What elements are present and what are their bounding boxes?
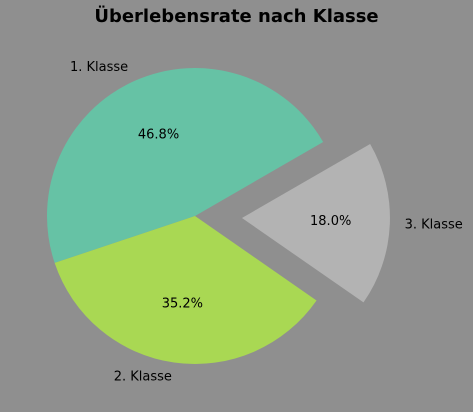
pie-slice-1 (46, 67, 324, 263)
pie-category-label-3: 3. Klasse (405, 217, 463, 232)
pie-category-label-2: 2. Klasse (114, 370, 172, 385)
pie-slice-3 (241, 143, 390, 303)
pie-percent-label-3: 18.0% (310, 214, 351, 229)
pie-percent-label-2: 35.2% (162, 296, 203, 311)
pie-percent-label-1: 46.8% (138, 128, 179, 143)
pie-category-label-1: 1. Klasse (70, 60, 128, 75)
chart-title: Überlebensrate nach Klasse (94, 6, 379, 27)
pie-slice-2 (54, 216, 317, 365)
